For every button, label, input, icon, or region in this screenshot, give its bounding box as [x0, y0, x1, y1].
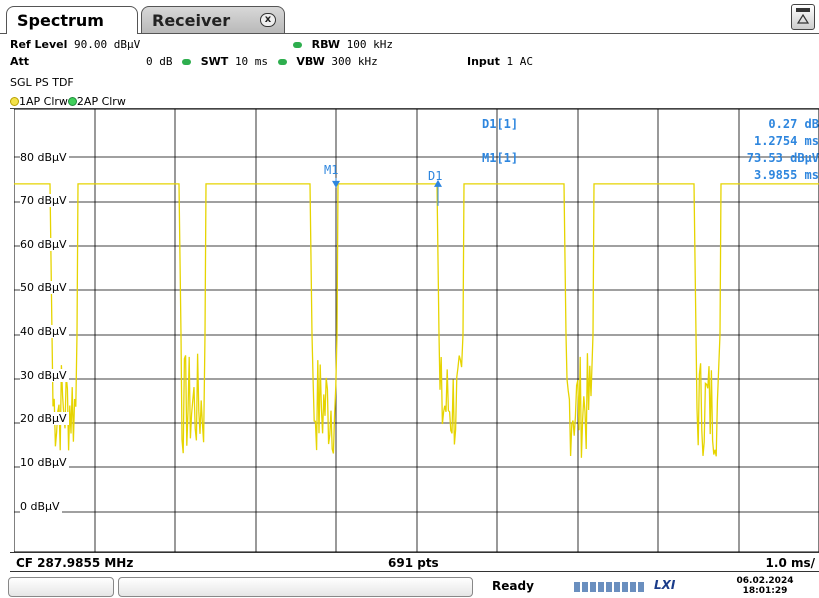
progress-indicator: [574, 582, 646, 592]
lxi-icon: LXI: [654, 578, 676, 592]
rbw-value[interactable]: 100 kHz: [346, 38, 393, 51]
date-time: 06.02.2024 18:01:29: [730, 576, 800, 596]
time-per-div[interactable]: 1.0 ms/: [765, 556, 815, 570]
trace2-indicator-icon: [67, 97, 77, 106]
plot-frame: [14, 109, 819, 552]
status-bar: Ready LXI 06.02.2024 18:01:29: [0, 574, 819, 598]
y-label-80: 80 dBµV: [20, 151, 69, 164]
vbw-label: VBW: [296, 55, 325, 68]
ref-level-label: Ref Level: [10, 38, 68, 51]
m1-marker-value: 73.53 dBµV: [746, 151, 819, 165]
vbw-indicator-icon: [277, 59, 287, 65]
status-field-2[interactable]: [118, 577, 473, 597]
delta-marker-name: D1[1]: [482, 117, 519, 131]
y-label-40: 40 dBµV: [20, 325, 69, 338]
delta-marker-value: 0.27 dB: [768, 117, 819, 131]
y-label-10: 10 dBµV: [20, 456, 69, 469]
m1-marker-time: 3.9855 ms: [753, 168, 819, 182]
y-label-30: 30 dBµV: [20, 369, 69, 382]
rbw-indicator-icon: [293, 42, 302, 48]
input-label: Input: [467, 55, 500, 68]
marker-symbols: [332, 177, 442, 206]
tab-spectrum[interactable]: Spectrum: [6, 6, 138, 34]
marker-d1-symbol: [434, 179, 442, 187]
status-date: 06.02.2024: [736, 576, 794, 586]
swt-indicator-icon: [182, 59, 192, 65]
trace-display[interactable]: [14, 109, 819, 552]
settings-panel: Ref Level 90.00 dBµV RBW 100 kHz Att 0 d…: [10, 36, 810, 94]
vbw-value[interactable]: 300 kHz: [331, 55, 378, 68]
trace-legend: 1AP Clrw 2AP Clrw: [10, 95, 819, 109]
marker-m1-symbol: [332, 180, 340, 188]
plot-footer: CF 287.9855 MHz 691 pts 1.0 ms/: [10, 552, 819, 572]
trace1-label[interactable]: 1AP Clrw: [19, 95, 68, 108]
center-frequency[interactable]: CF 287.9855 MHz: [16, 556, 134, 570]
input-value[interactable]: 1 AC: [506, 55, 534, 68]
delta-marker-time: 1.2754 ms: [753, 134, 819, 148]
y-label-70: 70 dBµV: [20, 194, 69, 207]
y-label-50: 50 dBµV: [20, 281, 69, 294]
y-label-20: 20 dBµV: [20, 412, 69, 425]
m1-marker-name: M1[1]: [482, 151, 519, 165]
att-label: Att: [10, 55, 30, 68]
trace1-indicator-icon: [10, 97, 19, 106]
swt-label: SWT: [200, 55, 229, 68]
trace-1: [14, 183, 819, 458]
trace2-label[interactable]: 2AP Clrw: [76, 95, 126, 108]
y-label-0: 0 dBµV: [20, 500, 62, 513]
sweep-mode: SGL PS TDF: [10, 76, 74, 89]
status-time: 18:01:29: [742, 586, 788, 596]
tab-receiver-label: Receiver: [152, 11, 231, 30]
att-value[interactable]: 0 dB: [146, 55, 173, 68]
rbw-label: RBW: [311, 38, 341, 51]
marker-m1-label: M1: [324, 163, 339, 177]
status-field-1[interactable]: [8, 577, 114, 597]
trace-toolbar-icon[interactable]: [791, 4, 815, 30]
grid: [14, 109, 819, 552]
tab-divider: [0, 33, 819, 34]
marker-d1-label: D1: [428, 169, 443, 183]
status-ready: Ready: [492, 579, 534, 593]
swt-value[interactable]: 10 ms: [234, 55, 269, 68]
ref-level-value[interactable]: 90.00 dBµV: [74, 38, 141, 51]
tab-receiver[interactable]: Receiver x: [141, 6, 285, 34]
y-label-60: 60 dBµV: [20, 238, 69, 251]
close-icon[interactable]: x: [260, 13, 276, 27]
spectrum-plot[interactable]: 80 dBµV 70 dBµV 60 dBµV 50 dBµV 40 dBµV …: [14, 109, 819, 552]
sweep-points[interactable]: 691 pts: [388, 556, 439, 570]
tab-bar: Spectrum Receiver x: [0, 0, 819, 34]
